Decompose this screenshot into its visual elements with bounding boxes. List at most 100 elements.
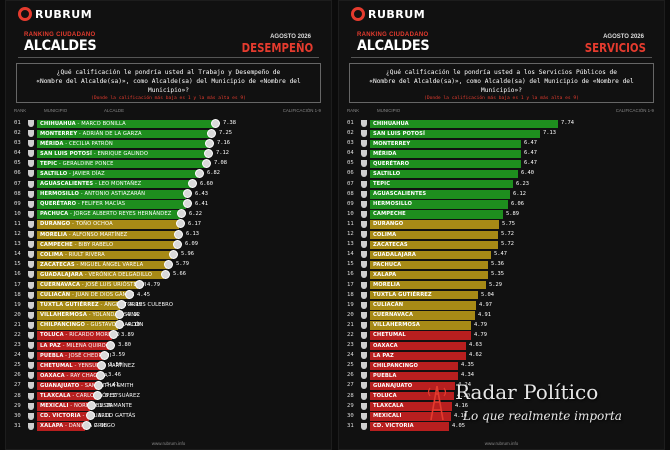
- rank-number: 30: [14, 412, 21, 419]
- mayor-name: JUAN DE DIOS GÁMEZ: [75, 292, 135, 299]
- municipality-name: TLAXCALA: [373, 403, 404, 410]
- rank-number: 31: [347, 422, 354, 429]
- ranking-list: 01 CHIHUAHUA 7.74 02 SAN LUIS POTOSÍ 7.13 03 MO…: [347, 119, 656, 432]
- municipality-name: ZACATECAS: [373, 241, 408, 248]
- score-bar: CAMPECHE - BIBY RABELO: [37, 240, 176, 250]
- municipality-shield-icon: [28, 392, 34, 400]
- municipality-shield-icon: [361, 352, 367, 360]
- rank-number: 18: [14, 291, 21, 298]
- score-value: 3.16: [99, 402, 112, 409]
- mayor-avatar: [87, 401, 96, 411]
- mayor-name: FELIFER MACÍAS: [81, 201, 126, 208]
- rubrum-logo: RUBRUM: [351, 7, 425, 21]
- rank-number: 04: [14, 150, 21, 157]
- municipality-name: TOLUCA: [40, 332, 64, 339]
- municipality-name: QUERÉTARO: [40, 201, 77, 208]
- bar-label: ZACATECAS: [373, 242, 408, 248]
- rank-number: 12: [14, 231, 21, 238]
- score-value: 4.79: [474, 331, 487, 338]
- municipality-name: SALTILLO: [373, 170, 401, 177]
- municipality-shield-icon: [28, 130, 34, 138]
- mayor-name: DANIELA GRIEGO: [68, 423, 116, 430]
- municipality-shield-icon: [28, 210, 34, 218]
- municipality-name: PUEBLA: [40, 352, 64, 359]
- municipality-name: TLAXCALA: [40, 393, 71, 400]
- bar-label: MORELIA: [373, 282, 400, 288]
- municipality-shield-icon: [28, 382, 34, 390]
- ranking-row: 04 SAN LUIS POTOSÍ - ENRIQUE GALINDO 7.12: [14, 148, 323, 159]
- score-value: 3.11: [98, 412, 111, 419]
- score-value: 3.41: [106, 382, 119, 389]
- score-bar: TUXTLA GUTIÉRREZ - ÁNGEL TORRES CULEBRO: [37, 301, 173, 310]
- score-value: 4.45: [137, 291, 150, 298]
- panel-title: ALCALDES: [357, 38, 430, 54]
- mayor-avatar: [173, 239, 182, 249]
- municipality-name: CD. VICTORIA: [40, 413, 81, 420]
- rank-number: 12: [347, 231, 354, 238]
- municipality-name: CHILPANCINGO: [40, 322, 86, 329]
- score-value: 5.72: [501, 231, 514, 238]
- bar-label: MORELIA - ALFONSO MARTÍNEZ: [40, 231, 128, 238]
- municipality-name: MEXICALI: [40, 403, 69, 410]
- ranking-row: 13 ZACATECAS 5.72: [347, 240, 656, 250]
- municipality-name: TOLUCA: [373, 393, 397, 400]
- bar-label: XALAPA: [373, 272, 396, 278]
- score-bar: CHIHUAHUA: [370, 119, 558, 128]
- score-bar: GUANAJUATO - SAMANTHA SMITH: [37, 381, 134, 391]
- bar-label: HERMOSILLO: [373, 201, 412, 207]
- rank-number: 16: [14, 271, 21, 278]
- municipality-name: XALAPA: [40, 423, 64, 430]
- survey-question-box: ¿Qué calificación le pondría usted al Tr…: [16, 63, 321, 103]
- municipality-name: MÉRIDA: [373, 150, 397, 157]
- panel-period: AGOSTO 2026: [603, 34, 644, 40]
- header-municipio: MUNICIPIO: [377, 108, 401, 113]
- municipality-name: CD. VICTORIA: [373, 423, 414, 430]
- ranking-row: 12 COLIMA 5.72: [347, 230, 656, 240]
- municipality-shield-icon: [28, 402, 34, 410]
- rank-number: 02: [14, 130, 21, 137]
- bar-label: COLIMA: [373, 232, 396, 238]
- municipality-shield-icon: [28, 321, 34, 329]
- header-alcalde: ALCALDE: [104, 108, 125, 113]
- column-headers: RANK MUNICIPIO CALIFICACIÓN 1-9: [347, 108, 654, 115]
- municipality-name: TUXTLA GUTIÉRREZ: [40, 302, 99, 309]
- ranking-row: 17 CUERNAVACA - JOSÉ LUIS URIÓSTEGUI 4.79: [14, 280, 323, 291]
- municipality-name: MONTERREY: [373, 140, 411, 147]
- ranking-panel-desempeno: RUBRUM RANKING CIUDADANO ALCALDES AGOSTO…: [5, 0, 332, 450]
- panel-section-title: DESEMPEÑO: [241, 41, 313, 55]
- municipality-shield-icon: [28, 170, 34, 178]
- rubrum-logo-icon: [18, 7, 32, 21]
- municipality-name: VILLAHERMOSA: [40, 312, 87, 319]
- rank-number: 11: [347, 220, 354, 227]
- mayor-avatar: [161, 269, 170, 279]
- survey-question: ¿Qué calificación le pondría usted al Tr…: [36, 69, 301, 94]
- rank-number: 15: [14, 261, 21, 268]
- mayor-avatar: [109, 330, 118, 340]
- mayor-avatar: [205, 138, 214, 148]
- rank-number: 20: [14, 311, 21, 318]
- score-bar: ZACATECAS: [370, 240, 498, 250]
- rank-number: 06: [14, 170, 21, 177]
- score-bar: PACHUCA: [370, 260, 488, 270]
- municipality-name: CHIHUAHUA: [40, 120, 76, 127]
- score-value: 5.04: [481, 291, 494, 298]
- mayor-avatar: [115, 310, 124, 320]
- municipality-name: CAMPECHE: [40, 241, 73, 248]
- municipality-shield-icon: [28, 352, 34, 360]
- panel-period: AGOSTO 2026: [270, 34, 311, 40]
- municipality-shield-icon: [28, 120, 34, 127]
- score-value: 6.40: [521, 170, 534, 177]
- rank-number: 24: [14, 352, 21, 359]
- municipality-name: CHILPANCINGO: [373, 362, 419, 369]
- municipality-name: COLIMA: [40, 251, 64, 258]
- mayor-name: CARLOS LÓPEZ SUÁREZ: [76, 393, 140, 400]
- bar-label: VILLAHERMOSA - YOLANDA OSUNA: [40, 312, 139, 319]
- mayor-name: ÁNGEL TORRES CULEBRO: [104, 302, 174, 309]
- municipality-shield-icon: [28, 200, 34, 208]
- score-bar: DURANGO - TOÑO OCHOA: [37, 220, 179, 229]
- municipality-shield-icon: [28, 342, 34, 350]
- municipality-name: QUERÉTARO: [373, 160, 410, 167]
- rank-number: 30: [347, 412, 354, 419]
- municipality-name: TUXTLA GUTIÉRREZ: [373, 292, 432, 299]
- score-bar: MÉRIDA - CECILIA PATRÓN: [37, 139, 208, 149]
